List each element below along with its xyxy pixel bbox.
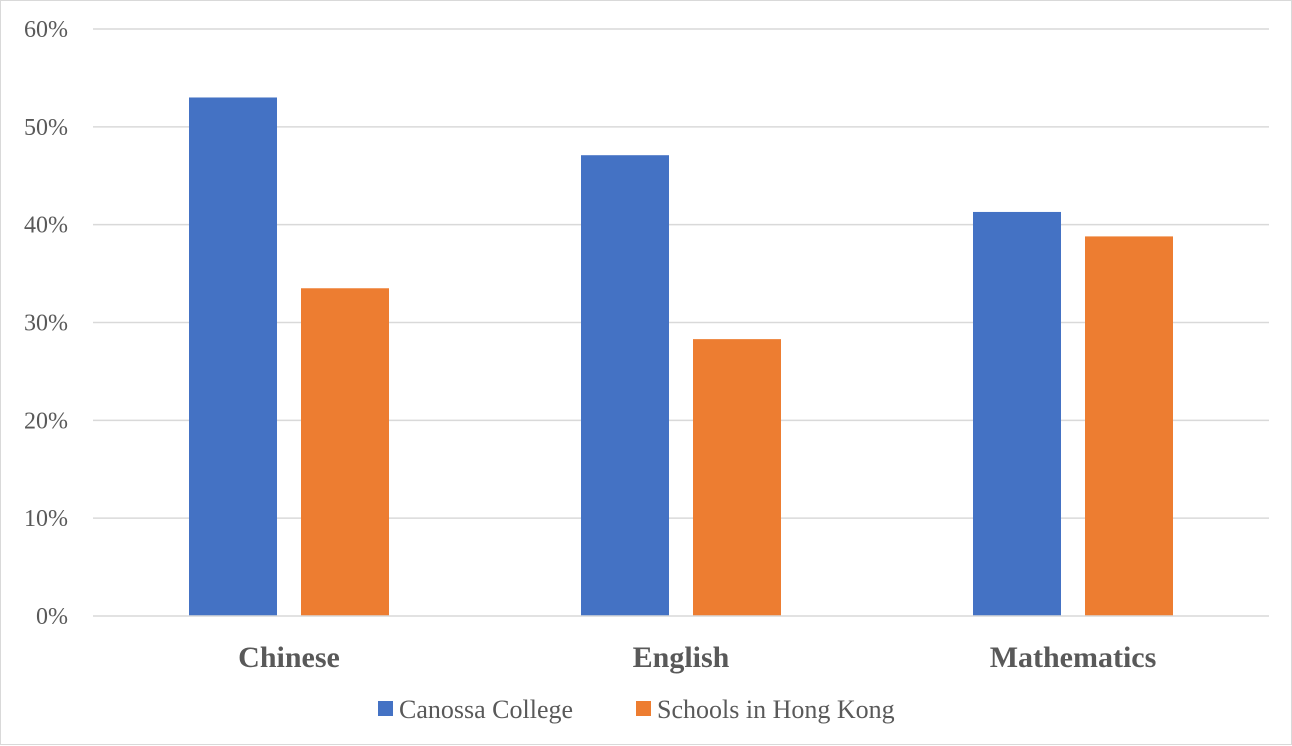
x-category-label: Mathematics <box>990 641 1157 674</box>
legend-label: Canossa College <box>399 695 573 724</box>
legend-label: Schools in Hong Kong <box>657 695 895 724</box>
y-tick-label: 0% <box>36 604 68 630</box>
bar-canossa-college-english <box>581 155 669 616</box>
legend-swatch-canossa-college <box>378 701 393 716</box>
gridlines <box>93 28 1269 519</box>
y-tick-label: 20% <box>24 408 68 434</box>
y-axis-tick-labels: 0% 10% 20% 30% 40% 50% 60% <box>24 17 68 630</box>
y-tick-label: 30% <box>24 311 68 337</box>
bars <box>189 97 1173 616</box>
bar-schools-in-hong-kong-english <box>693 339 781 616</box>
y-tick-label: 40% <box>24 213 68 239</box>
bar-schools-in-hong-kong-chinese <box>301 288 389 616</box>
x-axis-category-labels: Chinese English Mathematics <box>238 641 1156 674</box>
y-tick-label: 60% <box>24 17 68 43</box>
bar-schools-in-hong-kong-mathematics <box>1085 236 1173 616</box>
y-tick-label: 50% <box>24 115 68 141</box>
x-category-label: English <box>633 641 730 674</box>
bar-canossa-college-mathematics <box>973 211 1061 616</box>
legend: Canossa College Schools in Hong Kong <box>378 695 895 724</box>
x-category-label: Chinese <box>238 641 340 674</box>
bar-canossa-college-chinese <box>189 97 277 616</box>
legend-swatch-schools-in-hong-kong <box>636 701 651 716</box>
y-tick-label: 10% <box>24 506 68 532</box>
